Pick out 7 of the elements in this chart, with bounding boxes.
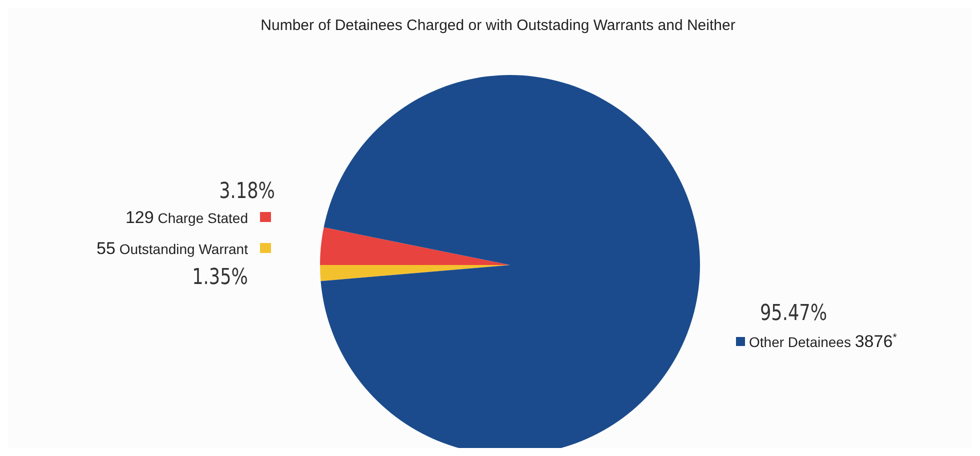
legend-label: 129 Charge Stated: [125, 208, 248, 227]
data-label: 95.47%: [760, 300, 828, 326]
data-label: 1.35%: [192, 264, 248, 290]
legend-label: 55 Outstanding Warrant: [96, 239, 248, 258]
data-label: 3.18%: [219, 178, 275, 204]
chart-title: Number of Detainees Charged or with Outstading Warrants and Neither: [260, 17, 736, 34]
slice-label: Other Detainees 3876$^{*}$: [749, 332, 898, 351]
